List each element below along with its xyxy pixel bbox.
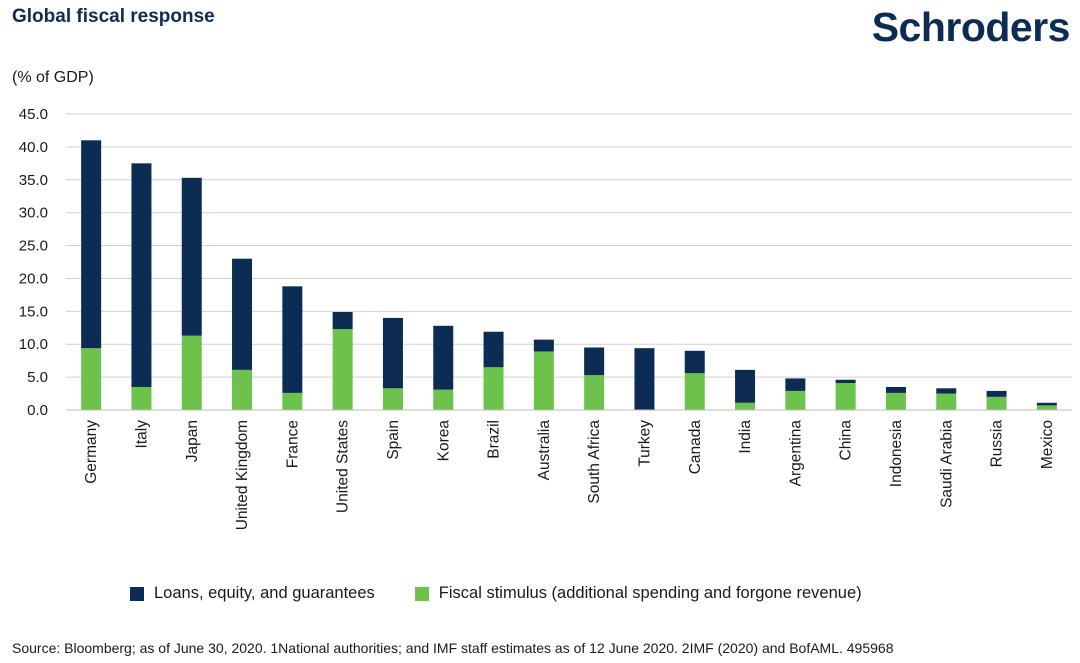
bar-segment-fiscal [382,388,403,410]
bar-segment-fiscal [785,390,806,410]
x-tick-label: South Africa [586,420,603,504]
y-tick-label: 40.0 [19,139,48,156]
bar-segment-fiscal [433,389,454,410]
bar-segment-fiscal [131,386,152,410]
bar-segment-loans [232,258,253,370]
bar-segment-fiscal [986,396,1007,410]
bar-segment-loans [1036,402,1057,406]
bar-segment-fiscal [483,367,504,410]
x-tick-label: Canada [687,420,704,475]
bar-segment-loans [684,350,705,374]
bar-segment-loans [885,386,906,393]
bar-segment-fiscal [584,375,605,410]
legend-label-loans: Loans, equity, and guarantees [154,584,375,602]
x-tick-label: Korea [435,420,452,462]
bar-segment-loans [936,388,957,394]
bar-segment-loans [785,378,806,391]
stacked-bar-chart: 0.0 5.0 10.0 15.0 20.0 25.0 30.0 35.0 40.0 45.0 Ge… [19,106,1072,530]
bar-segment-loans [81,140,102,349]
bar-segment-fiscal [232,369,253,410]
y-tick-label: 30.0 [19,205,48,222]
legend: Loans, equity, and guarantees Fiscal sti… [130,584,862,603]
y-tick-label: 10.0 [19,336,48,353]
bar-segment-fiscal [1036,405,1057,410]
bar-segment-loans [382,317,403,389]
x-tick-label: Turkey [636,420,653,467]
bar-segment-loans [131,163,152,387]
legend-swatch-loans [130,586,144,601]
legend-item-loans: Loans, equity, and guarantees [130,584,375,603]
source-note: Source: Bloomberg; as of June 30, 2020. … [12,640,894,656]
bar-segment-loans [433,325,454,390]
x-tick-label: Spain [385,420,402,460]
brand-logo: Schroders [871,4,1071,50]
bar-segment-fiscal [181,335,202,410]
legend-item-fiscal: Fiscal stimulus (additional spending and… [414,584,862,603]
x-tick-label: United States [335,420,352,513]
x-tick-label: Indonesia [888,420,905,488]
y-tick-label: 20.0 [19,270,48,287]
bar-segment-loans [332,311,353,330]
y-tick-label: 0.0 [27,402,48,419]
chart-title: Global fiscal response [12,6,215,27]
x-tick-label: Saudi Arabia [938,420,955,508]
x-tick-label: Italy [133,420,150,449]
y-tick-label: 5.0 [27,369,48,386]
x-tick-label: Mexico [1039,420,1056,469]
y-tick-label: 45.0 [19,106,48,123]
x-tick-label: Germany [83,420,100,484]
legend-swatch-fiscal [414,586,429,601]
bar-segment-fiscal [81,348,102,410]
bar-segment-loans [483,331,504,368]
x-tick-label: United Kingdom [234,420,251,530]
bar-segment-loans [584,347,605,376]
bar-segment-fiscal [533,351,554,410]
y-tick-label: 35.0 [19,172,48,189]
bar-segment-fiscal [936,393,957,410]
x-tick-label: Australia [536,420,553,481]
bar-segment-fiscal [835,383,856,410]
bar-segment-loans [835,379,856,384]
bar-segment-loans [634,348,655,410]
bar-segment-fiscal [684,373,705,410]
bar-segment-loans [735,369,756,403]
bar-segment-fiscal [282,392,303,410]
bar-segment-loans [181,177,202,336]
bar-segment-loans [282,286,303,393]
y-axis-unit-label: (% of GDP) [12,69,94,86]
y-tick-label: 25.0 [19,238,48,255]
bar-segment-fiscal [735,402,756,410]
x-tick-label: Argentina [787,420,804,487]
x-tick-label: France [284,420,301,468]
x-tick-label: Japan [184,420,201,462]
bar-segment-loans [986,390,1007,397]
bar-segment-loans [533,339,554,352]
x-tick-label: Russia [989,420,1006,468]
x-tick-label: India [737,420,754,454]
legend-label-fiscal: Fiscal stimulus (additional spending and… [438,584,862,602]
bar-segment-fiscal [885,392,906,410]
y-tick-label: 15.0 [19,303,48,320]
x-tick-label: China [838,420,855,461]
x-tick-label: Brazil [486,420,503,459]
bar-segment-fiscal [332,329,353,410]
